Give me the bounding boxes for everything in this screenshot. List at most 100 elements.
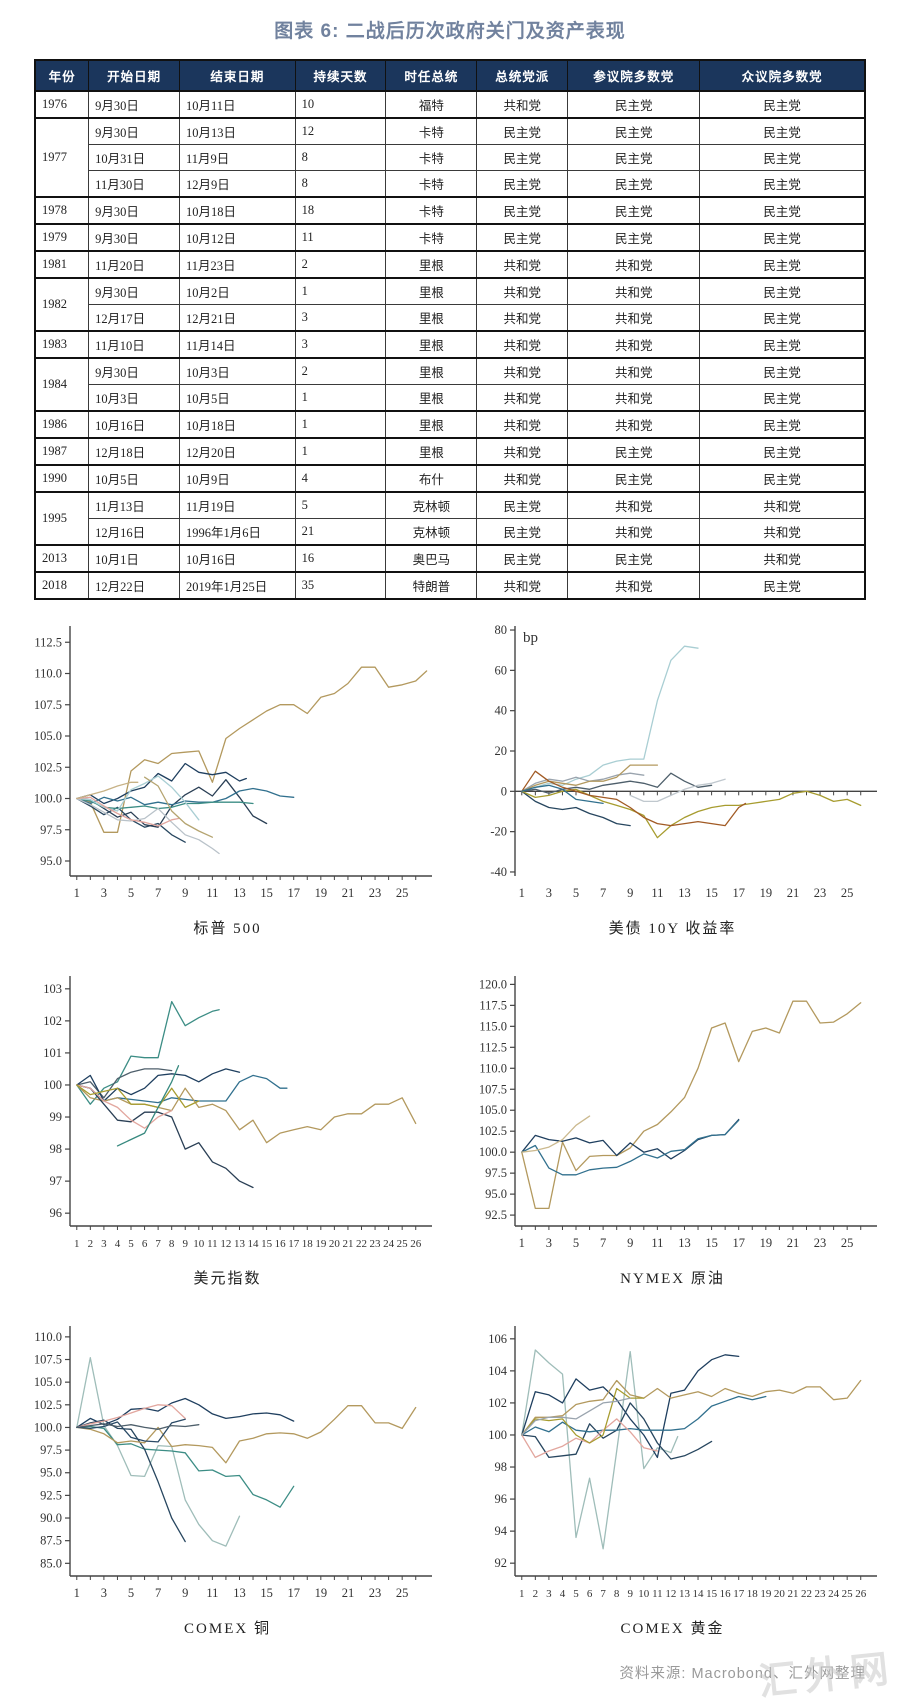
table-row: 1982 9月30日 10月2日 1 里根 共和党 共和党 民主党 [34, 277, 866, 332]
header-year: 年份 [34, 59, 90, 92]
table-row: 12月17日 12月21日 3 里根 共和党 共和党 民主党 [35, 304, 866, 332]
svg-text:9: 9 [627, 1236, 633, 1250]
svg-text:-20: -20 [490, 825, 507, 839]
start-cell: 12月17日 [88, 304, 181, 332]
senate-cell: 共和党 [567, 250, 701, 279]
table-row: 1984 9月30日 10月3日 2 里根 共和党 共和党 民主党 [34, 357, 866, 412]
end-cell: 10月2日 [179, 277, 296, 305]
president-cell: 卡特 [385, 117, 478, 145]
table-row: 1995 11月13日 11月19日 5 克林顿 民主党 共和党 共和党 [34, 491, 866, 546]
svg-text:85.0: 85.0 [40, 1556, 62, 1570]
svg-text:3: 3 [545, 886, 551, 900]
series-line [520, 772, 712, 794]
president-cell: 卡特 [385, 144, 478, 171]
svg-text:22: 22 [800, 1588, 811, 1600]
chart-dxy: 96 97 98 99 100 101 102 103 1 2 3 4 5 6 7 8 9 10 11 12 13 14 1… [5, 964, 450, 1288]
svg-text:-40: -40 [490, 865, 507, 879]
series-line [75, 1084, 172, 1129]
series-line [75, 1084, 199, 1109]
year-cell: 1984 [34, 357, 90, 412]
house-cell: 民主党 [699, 196, 866, 225]
svg-text:14: 14 [247, 1238, 258, 1250]
year-cell: 1983 [34, 330, 90, 359]
year-cell: 1982 [34, 277, 90, 332]
days-cell: 3 [294, 330, 387, 359]
end-cell: 12月9日 [179, 170, 296, 198]
svg-text:3: 3 [545, 1236, 551, 1250]
end-cell: 1996年1月6日 [179, 518, 296, 546]
svg-text:6: 6 [586, 1588, 592, 1600]
svg-text:25: 25 [396, 1238, 408, 1250]
series-line [75, 1068, 172, 1099]
svg-text:7: 7 [155, 886, 161, 900]
start-cell: 11月20日 [88, 250, 181, 279]
start-cell: 9月30日 [88, 223, 181, 252]
president-cell: 布什 [385, 464, 478, 493]
table-row: 1981 11月20日 11月23日 2 里根 共和党 共和党 民主党 [34, 250, 866, 279]
senate-cell: 共和党 [567, 410, 701, 439]
unit-label: bp [523, 630, 538, 646]
svg-text:19: 19 [759, 886, 772, 900]
svg-text:13: 13 [233, 1586, 246, 1600]
svg-text:7: 7 [155, 1586, 161, 1600]
start-cell: 12月16日 [88, 518, 181, 546]
table-row: 2018 12月22日 2019年1月25日 35 特朗普 共和党 共和党 民主党 [34, 571, 866, 600]
svg-text:17: 17 [287, 1586, 300, 1600]
svg-text:105.0: 105.0 [33, 1375, 61, 1389]
svg-text:95.0: 95.0 [40, 1466, 62, 1480]
svg-text:23: 23 [368, 1586, 381, 1600]
days-cell: 2 [294, 357, 387, 385]
chart-canvas: 96 97 98 99 100 101 102 103 1 2 3 4 5 6 7 8 9 10 11 12 13 14 1… [12, 964, 444, 1259]
end-cell: 10月18日 [179, 196, 296, 225]
svg-text:107.5: 107.5 [33, 698, 61, 712]
year-cell: 1977 [34, 117, 90, 198]
series-line [520, 1118, 739, 1160]
svg-text:25: 25 [395, 1586, 408, 1600]
svg-text:1: 1 [73, 886, 79, 900]
days-cell: 5 [294, 491, 387, 519]
house-cell: 民主党 [699, 357, 866, 385]
days-cell: 4 [294, 464, 387, 493]
svg-text:18: 18 [746, 1588, 758, 1600]
chart-caption: NYMEX 原油 [620, 1271, 725, 1287]
party-cell: 民主党 [476, 223, 569, 252]
series-line [75, 797, 220, 855]
header-senate: 参议院多数党 [567, 59, 701, 92]
days-cell: 1 [294, 277, 387, 305]
series-line [75, 1074, 288, 1104]
year-cell: 1976 [34, 90, 90, 119]
svg-text:13: 13 [233, 886, 246, 900]
svg-text:96: 96 [49, 1206, 62, 1220]
svg-text:17: 17 [733, 1588, 745, 1600]
year-cell: 2013 [34, 544, 90, 573]
president-cell: 卡特 [385, 196, 478, 225]
start-cell: 9月30日 [88, 357, 181, 385]
svg-text:16: 16 [719, 1588, 731, 1600]
start-cell: 11月30日 [88, 170, 181, 198]
header-end: 结束日期 [179, 59, 296, 92]
year-cell: 1990 [34, 464, 90, 493]
chart-svg: 92.595.097.5100.0102.5105.0107.5110.0112… [478, 976, 877, 1250]
days-cell: 21 [294, 518, 387, 546]
charts-grid: 95.0 97.5 100.0 102.5 105.0 107.5 110.0 112.5 1 3… [5, 614, 895, 1638]
series-line [116, 1065, 179, 1147]
svg-text:20: 20 [494, 744, 507, 758]
svg-text:20: 20 [773, 1588, 785, 1600]
svg-text:40: 40 [494, 704, 507, 718]
senate-cell: 共和党 [567, 384, 701, 412]
svg-text:19: 19 [314, 1586, 327, 1600]
svg-text:9: 9 [182, 1238, 188, 1250]
svg-text:107.5: 107.5 [478, 1082, 506, 1096]
senate-cell: 共和党 [567, 518, 701, 546]
svg-text:110.0: 110.0 [479, 1061, 507, 1075]
svg-text:115.0: 115.0 [479, 1019, 507, 1033]
series-line [75, 1404, 186, 1429]
start-cell: 10月1日 [88, 544, 181, 573]
year-cell: 1979 [34, 223, 90, 252]
svg-text:98: 98 [494, 1460, 507, 1474]
svg-text:9: 9 [182, 886, 188, 900]
svg-text:103: 103 [43, 982, 62, 996]
senate-cell: 民主党 [567, 144, 701, 171]
house-cell: 民主党 [699, 330, 866, 359]
party-cell: 共和党 [476, 384, 569, 412]
